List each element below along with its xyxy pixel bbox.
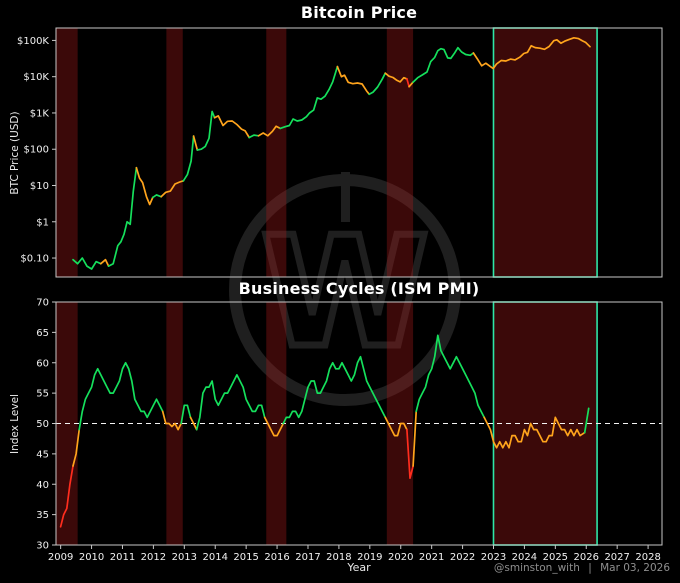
- svg-text:2027: 2027: [604, 552, 629, 563]
- x-axis-label: Year: [347, 561, 371, 574]
- svg-text:2017: 2017: [295, 552, 320, 563]
- watermark-top-mark: [341, 172, 350, 222]
- svg-text:$100K: $100K: [17, 36, 49, 47]
- svg-text:70: 70: [36, 298, 49, 309]
- bitcoin-chart-title: Bitcoin Price: [300, 3, 418, 22]
- svg-text:60: 60: [36, 358, 49, 369]
- svg-text:$0.10: $0.10: [20, 254, 49, 265]
- svg-text:$1: $1: [36, 217, 49, 228]
- svg-text:2026: 2026: [574, 552, 599, 563]
- svg-text:2018: 2018: [326, 552, 351, 563]
- svg-text:2009: 2009: [48, 552, 73, 563]
- svg-text:2028: 2028: [635, 552, 660, 563]
- svg-text:2019: 2019: [357, 552, 382, 563]
- svg-text:2024: 2024: [512, 552, 537, 563]
- svg-text:$10K: $10K: [23, 72, 49, 83]
- svg-text:2013: 2013: [172, 552, 197, 563]
- svg-text:$100: $100: [24, 145, 49, 156]
- svg-text:$10: $10: [30, 181, 49, 192]
- btc-y-axis-label: BTC Price (USD): [9, 111, 21, 195]
- svg-text:2022: 2022: [450, 552, 475, 563]
- author-handle: @sminston_with: [493, 562, 580, 574]
- svg-text:55: 55: [36, 389, 49, 400]
- svg-text:40: 40: [36, 480, 49, 491]
- svg-text:30: 30: [36, 541, 49, 552]
- footer-date: Mar 03, 2026: [600, 562, 670, 574]
- svg-text:35: 35: [36, 510, 49, 521]
- svg-text:65: 65: [36, 328, 49, 339]
- svg-text:2021: 2021: [419, 552, 444, 563]
- svg-text:2015: 2015: [233, 552, 258, 563]
- pmi-chart-title: Business Cycles (ISM PMI): [238, 279, 480, 298]
- watermark-letter: W: [261, 204, 429, 381]
- svg-text:2012: 2012: [141, 552, 166, 563]
- svg-text:2010: 2010: [79, 552, 104, 563]
- svg-text:2020: 2020: [388, 552, 413, 563]
- svg-text:$1K: $1K: [30, 108, 50, 119]
- svg-text:2023: 2023: [481, 552, 506, 563]
- svg-text:2014: 2014: [203, 552, 228, 563]
- svg-text:2011: 2011: [110, 552, 135, 563]
- credit-footer: @sminston_with | Mar 03, 2026: [489, 562, 670, 574]
- pmi-y-axis-label: Index Level: [9, 394, 21, 454]
- svg-text:45: 45: [36, 449, 49, 460]
- svg-text:50: 50: [36, 419, 49, 430]
- svg-text:2025: 2025: [543, 552, 568, 563]
- svg-text:2016: 2016: [264, 552, 289, 563]
- footer-separator: |: [588, 562, 592, 574]
